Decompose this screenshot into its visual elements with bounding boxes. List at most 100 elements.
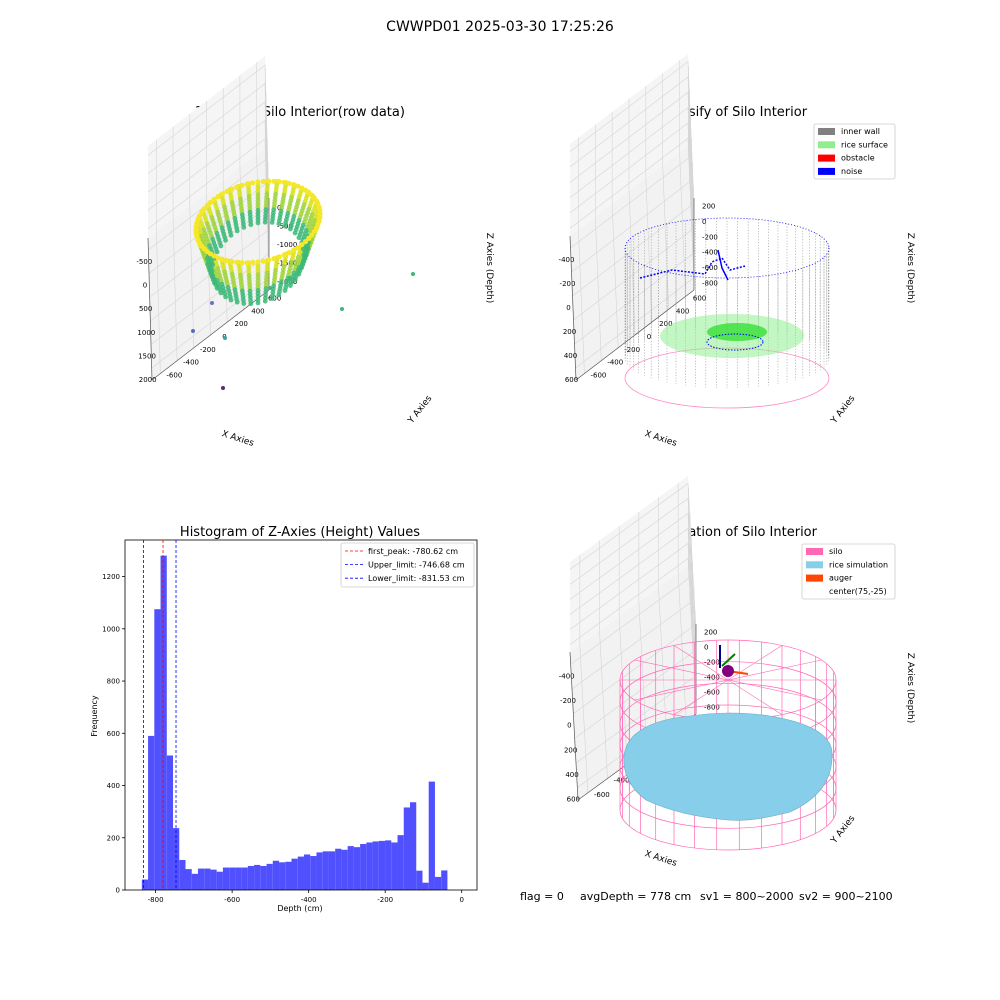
point-cloud-point [292,230,298,236]
histogram-bar [235,867,242,890]
histogram-bar [303,854,311,890]
x-tick-label: -400 [559,672,575,680]
grid-y [658,587,667,736]
x-tick-label: 400 [565,771,578,779]
legend-label: noise [841,167,862,176]
histogram-bar [416,870,423,890]
histogram-bar [141,879,149,890]
x-tick-label: 400 [564,352,577,360]
x-tick-label: 500 [139,305,152,313]
point-cloud-point [262,298,268,304]
legend-label: center(75,-25) [829,587,887,596]
point-cloud-rim [276,179,282,185]
y-tick-label: 200 [659,320,672,328]
x-tick-label: 0 [459,896,463,904]
histogram-title: Histogram of Z-Axies (Height) Values [180,525,420,540]
histogram-bar [216,871,223,890]
grid-y [638,601,648,750]
z-tick-label: -800 [704,704,720,712]
histogram-y-label: Frequency [90,695,99,737]
classify-legend: inner wall rice surface obstacle noise [813,123,896,180]
histogram-bar [173,828,180,890]
point-cloud-point [228,232,234,238]
grid-y [189,205,195,348]
point-cloud-point [234,299,240,305]
classify-x-label: X Axies [643,429,678,449]
histogram-bar [428,781,435,890]
point-cloud-point [209,268,215,274]
point-cloud-rim [291,247,297,253]
x-tick-label: 2000 [139,376,157,384]
x-axis-line [147,237,153,381]
point-cloud-point [288,226,293,232]
point-cloud-rim [271,178,277,184]
rice-simulation-surface [623,712,833,821]
classify-3d-plot: 3D classify of Silo Interior X Axies Y A… [559,54,915,449]
y-tick-label: 800 [107,678,120,686]
outlier-point [411,272,415,276]
legend-label: Lower_limit: -831.53 cm [368,574,465,583]
y-tick-label: -600 [166,372,182,380]
legend-swatch [806,574,823,582]
x-tick-label: 0 [567,722,571,730]
y-tick-label: -200 [624,346,640,354]
x-tick-label: 0 [143,282,147,290]
histogram-bar [403,807,411,890]
x-tick-label: -800 [148,896,164,904]
point-cloud-point [301,252,307,258]
simulation-legend: silo rice simulation auger center(75,-25) [801,543,896,600]
x-tick-label: 1000 [137,329,155,337]
legend-box [801,543,896,600]
point-cloud-rim [276,254,282,260]
y-tick-label: 0 [116,887,120,895]
plot-area [125,540,477,890]
classify-y-label: Y Axies [829,394,858,427]
z-tick-label: 200 [704,629,717,637]
x-tick-label: 200 [564,746,577,754]
y-tick-label: -200 [200,346,216,354]
point-cloud-rim [224,188,230,194]
point-cloud-rim [286,250,292,256]
legend-label: silo [829,547,843,556]
point-cloud-rim [229,259,235,265]
z-tick-label: 0 [702,218,706,226]
legend-label: obstacle [841,154,875,163]
legend-label: first_peak: -780.62 cm [368,547,458,556]
silo-spoke [634,659,822,701]
legend-swatch [806,587,823,595]
y-tick-label: -400 [607,359,623,367]
point-cloud-point [282,288,288,293]
histogram-bar [441,870,448,890]
histogram-bar [422,882,429,890]
y-axis-line [575,289,695,381]
grid-z [569,107,695,252]
grid-x [573,627,692,714]
grid-x [574,652,693,739]
grid-z [147,83,270,226]
point-cloud-rim [234,184,240,190]
point-cloud-rim [250,180,256,186]
point-cloud-rim [211,196,217,202]
point-cloud-point [255,300,261,306]
histogram-bar [341,849,348,890]
histogram-bar [197,868,205,890]
point-cloud-rim [215,255,221,261]
outlier-point [221,386,225,390]
center-axis-y [721,653,736,667]
histogram-bar [222,867,230,890]
x-tick-label: -400 [559,256,575,264]
point-cloud-rim [260,178,266,185]
point-cloud-point [223,237,229,243]
figure-suptitle: CWWPD01 2025-03-30 17:25:26 [386,19,614,35]
histogram-bar [279,862,286,890]
footer-flag: flag = 0 [520,890,564,903]
histogram-x-label: Depth (cm) [277,904,322,913]
histogram-bar [154,609,161,890]
grid-y [156,231,161,374]
x-tick-label: 1500 [138,353,156,361]
point-cloud-point [300,246,306,252]
outlier-point [268,286,272,290]
x-tick-label: -400 [301,896,317,904]
grid-z [569,557,697,707]
point-cloud-rim [219,256,225,262]
